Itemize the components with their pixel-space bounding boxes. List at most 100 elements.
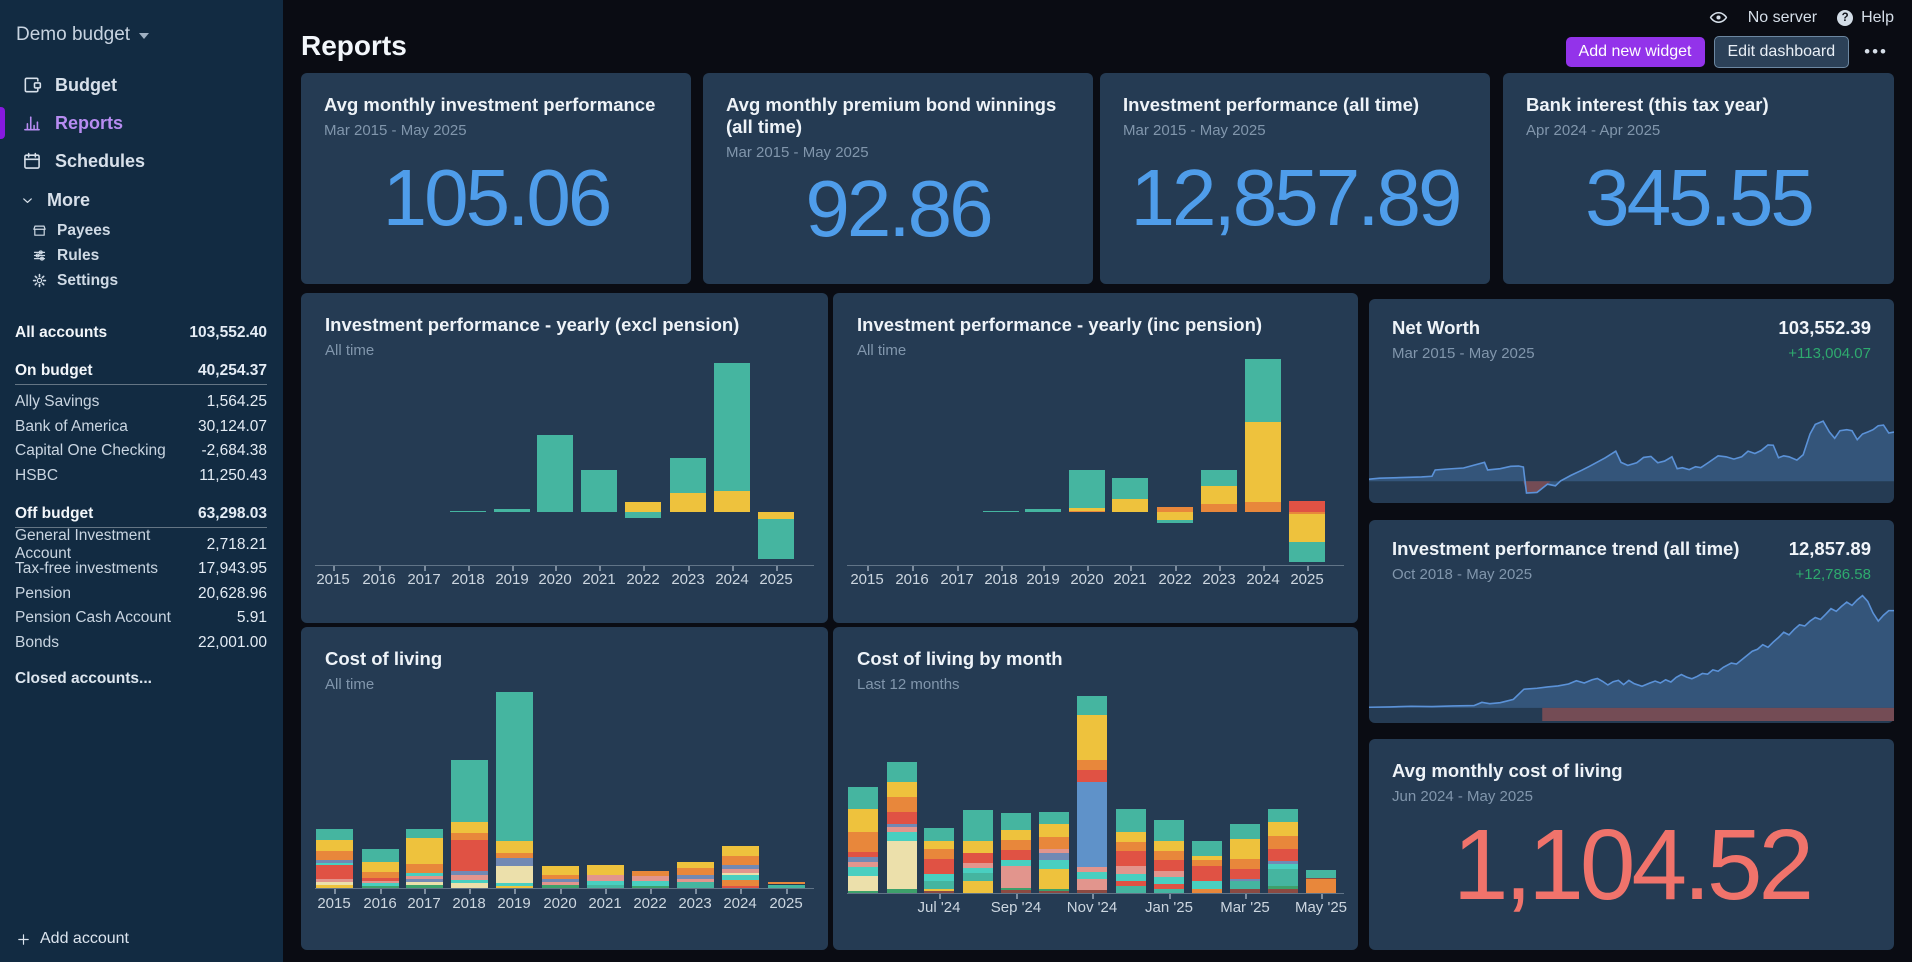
bar-segment[interactable] xyxy=(1268,809,1298,823)
bar-segment[interactable] xyxy=(495,882,533,886)
bar-segment[interactable] xyxy=(924,840,954,849)
bar-segment[interactable] xyxy=(887,889,917,893)
bar-segment[interactable] xyxy=(541,879,579,883)
bar-segment[interactable] xyxy=(1116,832,1146,842)
bar-segment[interactable] xyxy=(887,840,917,889)
bar-segment[interactable] xyxy=(721,865,759,869)
bar-segment[interactable] xyxy=(625,502,661,512)
overflow-menu-button[interactable]: ••• xyxy=(1858,38,1894,66)
bar-segment[interactable] xyxy=(1116,880,1146,886)
bar-segment[interactable] xyxy=(494,508,530,512)
bar-segment[interactable] xyxy=(1001,866,1031,888)
bar-segment[interactable] xyxy=(586,865,624,875)
bar-segment[interactable] xyxy=(1154,859,1184,871)
bar-segment[interactable] xyxy=(495,866,533,883)
bar-segment[interactable] xyxy=(1268,864,1298,869)
bar-segment[interactable] xyxy=(1192,865,1222,881)
bar-segment[interactable] xyxy=(361,849,399,862)
bar-segment[interactable] xyxy=(924,859,954,874)
bar-segment[interactable] xyxy=(963,841,993,853)
bar-segment[interactable] xyxy=(405,873,443,877)
bar-segment[interactable] xyxy=(1039,848,1069,854)
bar-segment[interactable] xyxy=(1154,840,1184,851)
bar-segment[interactable] xyxy=(721,879,759,887)
bar-segment[interactable] xyxy=(924,889,954,891)
bar-segment[interactable] xyxy=(405,876,443,880)
bar-segment[interactable] xyxy=(450,822,488,833)
bar-segment[interactable] xyxy=(1077,890,1107,893)
account-row[interactable]: Capital One Checking -2,684.38 xyxy=(15,439,267,464)
bar-segment[interactable] xyxy=(670,458,706,493)
bar-segment[interactable] xyxy=(1069,470,1105,508)
bar-segment[interactable] xyxy=(315,829,353,840)
bar-segment[interactable] xyxy=(1039,888,1069,891)
bar-segment[interactable] xyxy=(450,883,488,888)
bar-segment[interactable] xyxy=(1001,839,1031,851)
server-status[interactable]: No server xyxy=(1748,9,1817,27)
bar-segment[interactable] xyxy=(676,875,714,879)
bar-segment[interactable] xyxy=(405,864,443,874)
bar-segment[interactable] xyxy=(405,884,443,888)
bar-segment[interactable] xyxy=(1268,822,1298,836)
bar-segment[interactable] xyxy=(887,762,917,783)
bar-segment[interactable] xyxy=(758,512,794,519)
sidebar-item-rules[interactable]: Rules xyxy=(0,243,283,268)
bar-segment[interactable] xyxy=(1268,885,1298,889)
bar-segment[interactable] xyxy=(963,852,993,863)
bar-segment[interactable] xyxy=(541,875,579,879)
bar-segment[interactable] xyxy=(1077,867,1107,873)
bar-segment[interactable] xyxy=(1268,849,1298,861)
bar-segment[interactable] xyxy=(1116,850,1146,866)
widget-cost-of-living-month[interactable]: Cost of living by month Last 12 months J… xyxy=(833,627,1358,950)
bar-segment[interactable] xyxy=(1230,868,1260,879)
bar-segment[interactable] xyxy=(1289,514,1325,542)
bar-segment[interactable] xyxy=(1201,469,1237,486)
bar-segment[interactable] xyxy=(1039,812,1069,824)
bar-segment[interactable] xyxy=(1192,855,1222,860)
bar-segment[interactable] xyxy=(848,832,878,853)
bar-segment[interactable] xyxy=(1245,502,1281,512)
bar-segment[interactable] xyxy=(1077,872,1107,879)
bar-segment[interactable] xyxy=(887,812,917,825)
bar-segment[interactable] xyxy=(963,872,993,881)
bar-segment[interactable] xyxy=(887,782,917,798)
bar-segment[interactable] xyxy=(1230,838,1260,859)
bar-segment[interactable] xyxy=(450,760,488,822)
add-new-widget-button[interactable]: Add new widget xyxy=(1565,37,1705,67)
bar-segment[interactable] xyxy=(1116,841,1146,851)
budget-switcher[interactable]: Demo budget xyxy=(16,24,283,46)
bar-segment[interactable] xyxy=(1154,889,1184,893)
bar-segment[interactable] xyxy=(676,862,714,869)
bar-segment[interactable] xyxy=(676,882,714,888)
edit-dashboard-button[interactable]: Edit dashboard xyxy=(1713,36,1850,68)
account-row[interactable]: Bank of America 30,124.07 xyxy=(15,415,267,440)
bar-segment[interactable] xyxy=(1001,890,1031,893)
bar-segment[interactable] xyxy=(450,833,488,840)
sidebar-item-payees[interactable]: Payees xyxy=(0,218,283,243)
bar-segment[interactable] xyxy=(361,871,399,878)
bar-segment[interactable] xyxy=(1039,890,1069,893)
bar-segment[interactable] xyxy=(1306,879,1336,893)
bar-segment[interactable] xyxy=(1245,421,1281,502)
bar-segment[interactable] xyxy=(1192,880,1222,889)
bar-segment[interactable] xyxy=(631,871,669,876)
bar-segment[interactable] xyxy=(714,363,750,491)
bar-segment[interactable] xyxy=(924,849,954,859)
bar-segment[interactable] xyxy=(1245,359,1281,422)
bar-segment[interactable] xyxy=(1157,519,1193,523)
bar-segment[interactable] xyxy=(1230,880,1260,889)
add-account-button[interactable]: Add account xyxy=(16,930,129,948)
bar-segment[interactable] xyxy=(315,839,353,852)
bar-segment[interactable] xyxy=(450,510,486,512)
bar-segment[interactable] xyxy=(670,493,706,512)
bar-segment[interactable] xyxy=(848,857,878,863)
bar-segment[interactable] xyxy=(887,824,917,828)
bar-segment[interactable] xyxy=(1077,769,1107,783)
bar-segment[interactable] xyxy=(315,885,353,888)
account-row[interactable]: Bonds 22,001.00 xyxy=(15,631,267,656)
bar-segment[interactable] xyxy=(450,875,488,880)
bar-segment[interactable] xyxy=(315,860,353,864)
sidebar-item-settings[interactable]: Settings xyxy=(0,268,283,293)
bar-segment[interactable] xyxy=(1077,782,1107,867)
bar-segment[interactable] xyxy=(1116,809,1146,833)
